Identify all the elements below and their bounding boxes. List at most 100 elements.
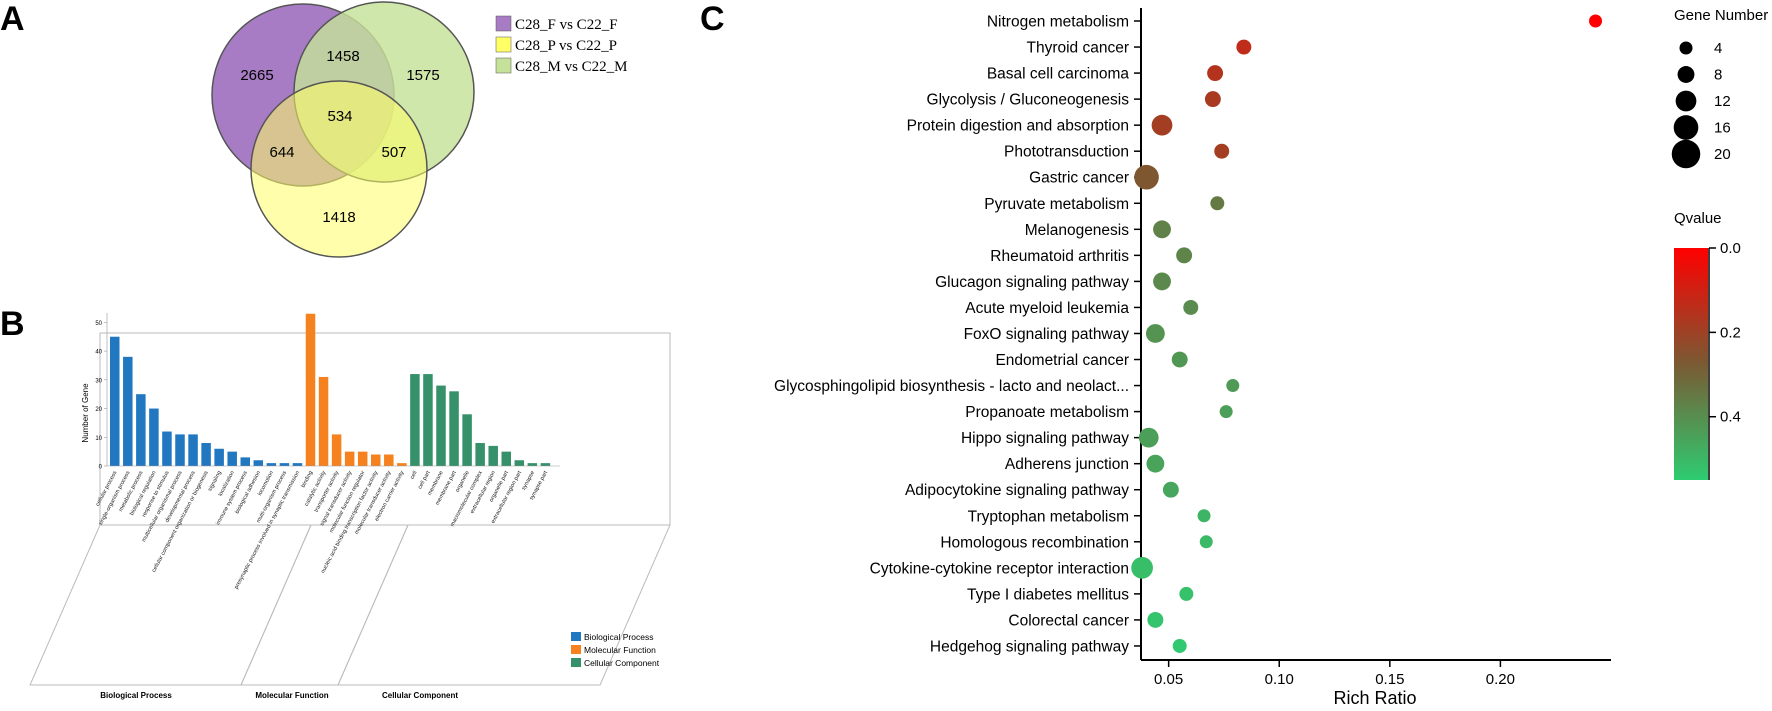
size-legend-dot xyxy=(1673,115,1699,140)
kegg-point xyxy=(1147,611,1164,628)
size-legend-title: Gene Number xyxy=(1674,7,1768,24)
panel-label-c: C xyxy=(700,0,725,38)
venn-count-f-p: 644 xyxy=(269,144,294,161)
kegg-point xyxy=(1145,324,1165,343)
kegg-point xyxy=(1197,509,1211,523)
go-bar xyxy=(540,463,551,466)
go-bar xyxy=(253,460,264,466)
go-x-tick-label: binding xyxy=(300,470,314,489)
venn-count-f-only: 2665 xyxy=(240,67,273,84)
go-bar xyxy=(214,448,224,466)
kegg-y-tick-label: Adherens junction xyxy=(1005,456,1129,473)
go-floor-mf xyxy=(240,524,409,686)
go-bar xyxy=(292,463,303,466)
color-legend-title: Qvalue xyxy=(1674,210,1722,227)
kegg-y-tick-label: Type I diabetes mellitus xyxy=(967,586,1129,603)
go-bar xyxy=(162,431,172,466)
kegg-y-tick-label: Glycolysis / Gluconeogenesis xyxy=(927,92,1130,109)
go-legend-label-mf: Molecular Function xyxy=(584,645,656,655)
go-x-tick-label: presynaptic process involved in synaptic… xyxy=(234,470,302,590)
kegg-point xyxy=(1179,586,1194,601)
go-bar xyxy=(449,391,459,466)
go-bars xyxy=(107,313,560,467)
go-chart-frame xyxy=(99,332,671,526)
kegg-point xyxy=(1146,454,1165,473)
venn-legend-label-p: C28_P vs C22_P xyxy=(515,38,617,54)
kegg-y-tick-label: Gastric cancer xyxy=(1029,170,1129,187)
size-legend-dot xyxy=(1675,90,1697,112)
kegg-x-tick-label: 0.05 xyxy=(1154,671,1183,688)
kegg-point xyxy=(1131,556,1153,579)
venn-count-p-only: 1418 xyxy=(322,209,355,226)
venn-legend-label-f: C28_F vs C22_F xyxy=(515,17,618,33)
kegg-y-tick-label: Endometrial cancer xyxy=(995,352,1129,369)
go-bar xyxy=(227,451,237,466)
kegg-point xyxy=(1134,164,1159,190)
color-legend-tick-label: 0.0 xyxy=(1720,240,1741,257)
go-group-label-cc: Cellular Component xyxy=(382,691,458,700)
go-floor-bp xyxy=(29,524,312,686)
go-legend-swatch-cc xyxy=(571,658,581,667)
kegg-point xyxy=(1589,14,1603,28)
go-bar xyxy=(384,454,394,466)
kegg-point xyxy=(1207,65,1224,82)
venn-legend-swatch-p xyxy=(495,36,512,53)
go-y-tick-label: 50 xyxy=(95,321,102,327)
kegg-y-tick-label: Pyruvate metabolism xyxy=(984,196,1129,213)
venn-diagram: 2665 1458 1575 534 644 507 1418 C28_F vs… xyxy=(211,1,628,258)
panel-label-a: A xyxy=(0,0,25,38)
kegg-point xyxy=(1219,405,1233,419)
go-bar xyxy=(201,443,211,466)
go-bar xyxy=(527,463,538,466)
go-bar xyxy=(462,414,472,466)
go-bar xyxy=(149,408,159,466)
kegg-y-tick-label: Acute myeloid leukemia xyxy=(965,300,1129,317)
size-legend-label: 12 xyxy=(1714,93,1731,110)
go-bar xyxy=(318,376,329,466)
venn-legend-swatch-f xyxy=(495,15,512,32)
go-y-tick-label: 10 xyxy=(95,436,102,442)
kegg-y-tick-label: FoxO signaling pathway xyxy=(964,326,1130,343)
go-bar xyxy=(110,336,120,466)
kegg-y-tick-label: Rheumatoid arthritis xyxy=(990,248,1129,265)
kegg-point xyxy=(1153,220,1171,239)
color-legend-bar xyxy=(1674,248,1708,480)
go-legend-swatch-bp xyxy=(571,632,581,641)
kegg-y-tick-label: Cytokine-cytokine receptor interaction xyxy=(870,560,1129,577)
go-bar xyxy=(501,451,511,466)
kegg-y-tick-label: Adipocytokine signaling pathway xyxy=(905,482,1129,499)
venn-count-m-p: 507 xyxy=(381,144,406,161)
go-y-tick-label: 0 xyxy=(99,465,103,471)
panel-label-b: B xyxy=(0,305,25,343)
kegg-point xyxy=(1171,351,1188,368)
go-y-axis-label: Number of Gene xyxy=(81,383,90,443)
go-y-tick-label: 40 xyxy=(95,350,102,356)
kegg-point xyxy=(1162,481,1179,498)
kegg-x-tick-label: 0.15 xyxy=(1375,671,1404,688)
go-bar xyxy=(240,457,250,466)
kegg-bubble-chart: Nitrogen metabolism Thyroid cancer Basal c… xyxy=(774,7,1768,708)
kegg-point xyxy=(1210,196,1225,211)
size-legend-label: 8 xyxy=(1714,67,1722,84)
kegg-x-ticks: 0.05 0.10 0.15 0.20 xyxy=(1154,660,1515,688)
kegg-y-tick-label: Hippo signaling pathway xyxy=(961,430,1129,447)
go-legend-label-bp: Biological Process xyxy=(584,632,653,642)
size-legend-dot xyxy=(1677,66,1695,83)
go-bar xyxy=(357,451,368,466)
go-bar xyxy=(371,454,381,466)
kegg-points xyxy=(1131,14,1603,653)
kegg-point xyxy=(1172,638,1187,653)
kegg-x-tick-label: 0.20 xyxy=(1486,671,1515,688)
kegg-y-tick-label: Colorectal cancer xyxy=(1008,612,1129,629)
size-legend-label: 16 xyxy=(1714,120,1731,137)
color-legend-tick-label: 0.4 xyxy=(1720,409,1741,426)
go-legend-label-cc: Cellular Component xyxy=(584,658,660,668)
venn-circle-p xyxy=(250,80,428,258)
go-floor-cc xyxy=(337,524,671,686)
go-bar xyxy=(188,434,198,466)
go-bar xyxy=(266,463,277,466)
go-group-label-bp: Biological Process xyxy=(100,691,172,700)
go-x-tick-label: cell xyxy=(409,470,418,480)
